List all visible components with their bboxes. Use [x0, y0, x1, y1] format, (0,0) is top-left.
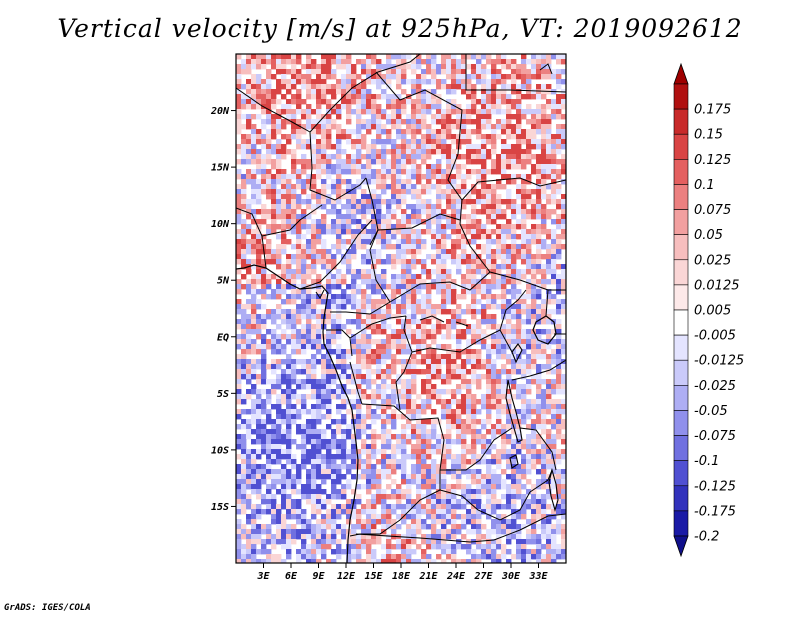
- colorbar-bottom-arrow: [673, 535, 689, 558]
- colorbar-label: 0.005: [694, 304, 731, 319]
- lake-mweru: [509, 454, 519, 469]
- colorbar-swatch: [673, 159, 689, 185]
- colorbar-swatch: [673, 485, 689, 512]
- lat-tick-label: 5S: [217, 389, 229, 400]
- lake-albert: [511, 343, 523, 364]
- lon-tick-label: 15E: [364, 571, 383, 582]
- map-title: Vertical velocity [m/s] at 925hPa, VT: 2…: [57, 14, 743, 43]
- lon-tick-label: 3E: [256, 571, 270, 582]
- colorbar-swatch: [673, 435, 689, 461]
- colorbar-label: 0.075: [694, 203, 731, 218]
- lat-tick-label: 20N: [210, 106, 230, 117]
- colorbar-label: -0.0125: [694, 354, 744, 369]
- colorbar-swatch: [673, 133, 689, 160]
- lon-tick-label: 18E: [392, 571, 411, 582]
- colorbar-swatch: [673, 83, 689, 110]
- colorbar-swatch: [673, 184, 689, 210]
- lat-tick-label: 5N: [217, 276, 230, 287]
- colorbar-swatch: [673, 359, 689, 386]
- map-plot-area: [235, 53, 567, 564]
- lon-tick-label: 21E: [418, 571, 438, 582]
- lat-tick-label: 10N: [211, 219, 230, 230]
- colorbar-label: -0.005: [694, 329, 736, 344]
- lat-tick-label: 15S: [211, 502, 229, 513]
- lon-tick-label: 6E: [285, 571, 298, 582]
- colorbar-label: 0.175: [694, 103, 731, 118]
- colorbar-swatch: [673, 510, 689, 537]
- colorbar-label: 0.0125: [694, 278, 740, 293]
- colorbar-label: -0.025: [694, 379, 736, 394]
- lat-tick-label: 15N: [211, 163, 230, 174]
- latitude-axis: 20N 15N 10N 5N EQ 5S 10S 15S: [210, 106, 236, 513]
- colorbar-label: -0.125: [694, 479, 736, 494]
- lat-tick-label: EQ: [217, 332, 229, 343]
- lon-tick-label: 27E: [473, 571, 493, 582]
- colorbar-label: 0.1: [694, 178, 715, 193]
- lat-tick-label: 10S: [211, 445, 229, 456]
- colorbar-swatch: [673, 259, 689, 286]
- country-borders: [236, 54, 566, 543]
- colorbar-swatch: [673, 209, 689, 235]
- colorbar-label: 0.15: [694, 128, 723, 143]
- colorbar-label: -0.2: [694, 530, 719, 545]
- lake-malawi: [548, 467, 559, 512]
- colorbar-label: -0.05: [694, 404, 728, 419]
- colorbar-swatch: [673, 334, 689, 361]
- lon-tick-label: 33E: [528, 571, 548, 582]
- colorbar-swatch: [673, 234, 689, 261]
- colorbar-label: -0.1: [694, 454, 719, 469]
- colorbar-swatch: [673, 309, 689, 336]
- colorbar: 0.175 0.15 0.125 0.1 0.075 0.05 0.025 0.0125 0.0…: [673, 62, 744, 558]
- lake-tanganyika: [505, 379, 523, 443]
- lon-tick-label: 24E: [446, 571, 466, 582]
- lake-victoria: [532, 315, 557, 345]
- colorbar-swatch: [673, 410, 689, 436]
- colorbar-label: -0.075: [694, 429, 736, 444]
- colorbar-top-arrow: [673, 62, 689, 85]
- lon-tick-label: 9E: [312, 571, 325, 582]
- colorbar-label: 0.125: [694, 153, 731, 168]
- colorbar-label: 0.025: [694, 253, 731, 268]
- colorbar-swatch: [673, 385, 689, 411]
- colorbar-swatch: [673, 108, 689, 135]
- grads-credit: GrADS: IGES/COLA: [4, 603, 91, 613]
- velocity-field: [236, 54, 566, 563]
- colorbar-label: 0.05: [694, 228, 723, 243]
- colorbar-swatch: [673, 284, 689, 311]
- colorbar-label: -0.175: [694, 504, 736, 519]
- colorbar-swatch: [673, 460, 689, 487]
- longitude-axis: 3E 6E 9E 12E 15E 18E 21E 24E 27E 30E 33E: [256, 563, 549, 582]
- lon-tick-label: 12E: [337, 571, 356, 582]
- coastline: [236, 264, 359, 563]
- lon-tick-label: 30E: [501, 571, 521, 582]
